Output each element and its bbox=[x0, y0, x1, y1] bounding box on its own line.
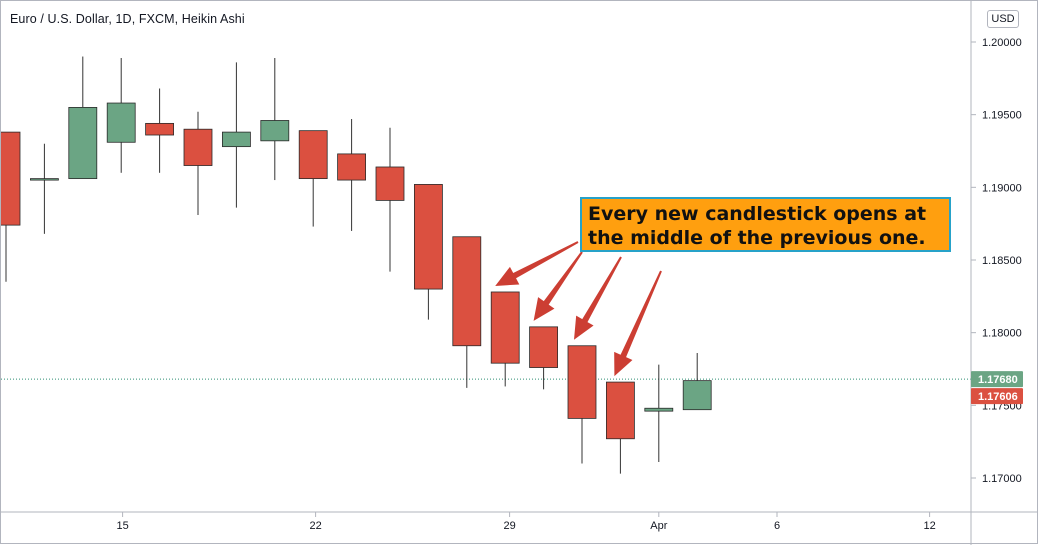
candle bbox=[375, 127, 405, 272]
x-tick-label: 6 bbox=[774, 520, 780, 532]
candle-body bbox=[337, 153, 367, 181]
x-tick-label: 15 bbox=[116, 520, 128, 532]
candle bbox=[145, 88, 175, 173]
price-label: 1.17606 bbox=[978, 391, 1018, 403]
annotation-arrow bbox=[614, 270, 662, 377]
price-label-box bbox=[971, 371, 1023, 388]
candle-body bbox=[145, 122, 175, 136]
candle-body bbox=[452, 236, 482, 347]
candle-body bbox=[221, 131, 251, 148]
candle-body bbox=[106, 102, 136, 143]
candle-body bbox=[490, 291, 520, 364]
y-tick-label: 1.18500 bbox=[982, 255, 1022, 267]
candle bbox=[1, 131, 21, 282]
candle-body bbox=[68, 107, 98, 180]
candle bbox=[490, 291, 520, 387]
y-tick-label: 1.17000 bbox=[982, 473, 1022, 485]
candle bbox=[682, 353, 712, 411]
y-tick-label: 1.20000 bbox=[982, 37, 1022, 49]
annotation-arrow bbox=[533, 251, 583, 321]
candle bbox=[106, 57, 136, 173]
candle bbox=[183, 111, 213, 215]
candle bbox=[337, 119, 367, 231]
candle-body bbox=[29, 178, 59, 181]
x-tick-label: 12 bbox=[923, 520, 935, 532]
y-tick-label: 1.19000 bbox=[982, 182, 1022, 194]
chart-title: Euro / U.S. Dollar, 1D, FXCM, Heikin Ash… bbox=[10, 12, 245, 26]
candle-body bbox=[1, 131, 21, 226]
candle bbox=[606, 381, 635, 474]
candle bbox=[567, 345, 597, 464]
candle-body bbox=[529, 326, 558, 368]
candle bbox=[29, 143, 59, 234]
candle-body bbox=[682, 380, 712, 411]
x-tick-label: 22 bbox=[309, 520, 321, 532]
candle-body bbox=[606, 381, 635, 440]
candle bbox=[221, 62, 251, 208]
x-tick-label: 29 bbox=[503, 520, 515, 532]
candle bbox=[529, 326, 558, 390]
annotation-arrow bbox=[495, 241, 579, 286]
candle-body bbox=[375, 166, 405, 201]
candle bbox=[260, 57, 290, 181]
candle bbox=[644, 364, 674, 463]
candle-body bbox=[644, 407, 674, 412]
candle-body bbox=[183, 128, 213, 166]
x-tick-label: Apr bbox=[650, 520, 667, 532]
candle-body bbox=[298, 130, 328, 180]
candle bbox=[413, 184, 443, 320]
candle-body bbox=[260, 120, 290, 142]
currency-badge[interactable]: USD bbox=[987, 10, 1019, 28]
annotation-arrow bbox=[574, 256, 622, 340]
price-label: 1.17680 bbox=[978, 374, 1018, 386]
annotation-callout: Every new candlestick opens at the middl… bbox=[580, 197, 951, 252]
y-tick-label: 1.18000 bbox=[982, 328, 1022, 340]
candles-layer bbox=[1, 56, 712, 474]
candle bbox=[68, 56, 98, 180]
candle-body bbox=[413, 184, 443, 290]
y-tick-label: 1.19500 bbox=[982, 110, 1022, 122]
candle bbox=[452, 236, 482, 388]
price-label-box bbox=[971, 388, 1023, 405]
candle-body bbox=[567, 345, 597, 419]
annotation-line-1: Every new candlestick opens at bbox=[588, 203, 927, 225]
annotation-line-2: the middle of the previous one. bbox=[588, 227, 926, 249]
candle bbox=[298, 130, 328, 227]
annotation-arrows bbox=[495, 241, 662, 377]
